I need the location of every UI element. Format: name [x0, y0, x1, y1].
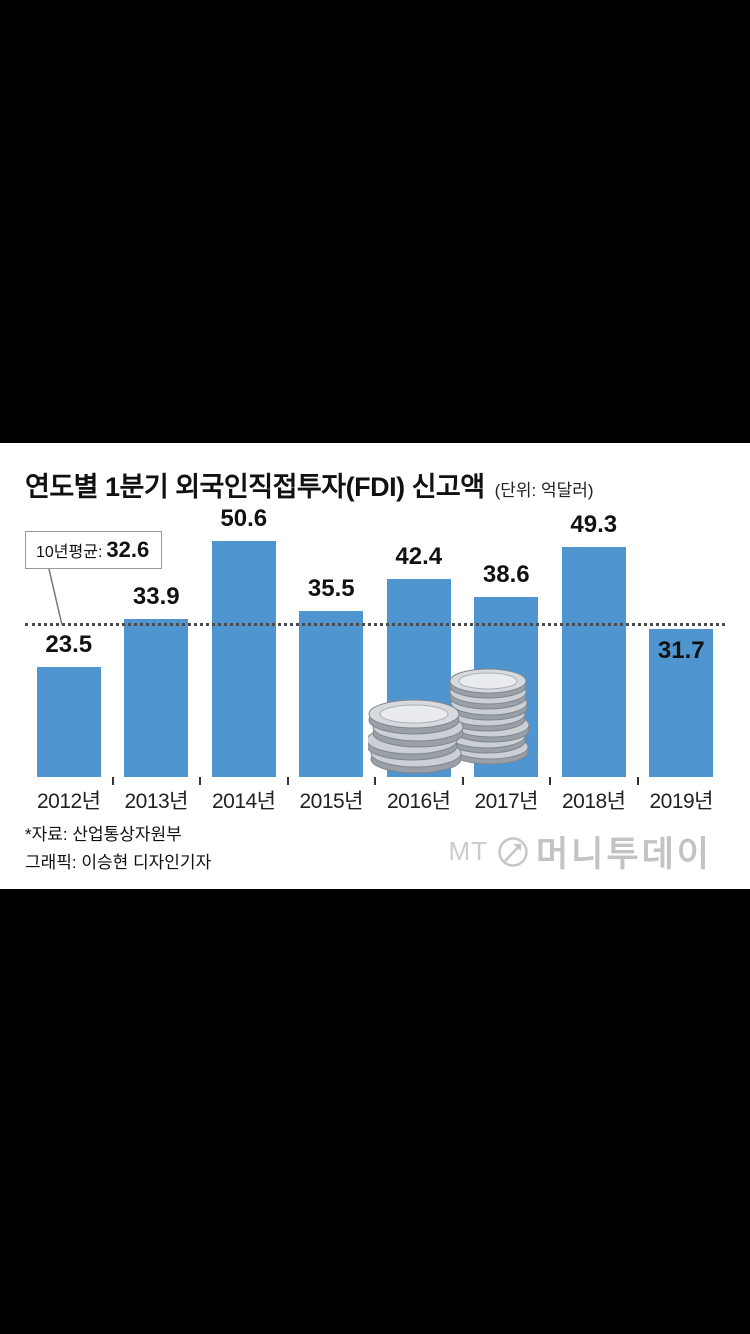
bar — [124, 618, 189, 777]
bar-value-label: 50.6 — [220, 505, 268, 532]
infographic-panel: 연도별 1분기 외국인직접투자(FDI) 신고액 (단위: 억달러) 10년평균… — [0, 443, 750, 889]
bar-value-label: 38.6 — [482, 560, 530, 588]
mt-logo: MT 머니투데이 — [448, 826, 712, 877]
source-note: *자료: 산업통상자원부 — [25, 825, 182, 844]
axis-tick — [111, 777, 114, 785]
x-tick-label: 2018년 — [561, 790, 626, 813]
bar-column: 35.5 — [288, 541, 376, 777]
bar-column: 33.9 — [113, 541, 201, 777]
bar-value-label: 23.5 — [45, 631, 93, 659]
chart-unit-label: (단위: 억달러) — [494, 481, 594, 500]
axis-tick — [374, 777, 376, 785]
plot-area: 23.5 33.9 50.6 35.5 42.4 38.6 49.3 31.7 — [25, 505, 726, 777]
x-tick-label: 2012년 — [36, 790, 101, 813]
bar — [211, 541, 276, 777]
chart-header: 연도별 1분기 외국인직접투자(FDI) 신고액 (단위: 억달러) — [25, 465, 594, 504]
bar-value-label: 42.4 — [395, 543, 443, 571]
axis-tick — [199, 777, 201, 785]
axis-tick — [461, 777, 464, 785]
bar-column: 49.3 — [550, 511, 638, 777]
axis-tick — [286, 777, 289, 785]
mt-logo-letters: MT — [448, 836, 488, 866]
bar-value-label: 35.5 — [307, 575, 355, 603]
average-label: 10년평균: — [36, 544, 103, 561]
credit-note: 그래픽: 이승현 디자인기자 — [25, 853, 212, 872]
bar-column: 31.7 — [638, 541, 726, 777]
bar-value-label: 49.3 — [570, 511, 618, 539]
average-value: 32.6 — [106, 537, 150, 562]
bar — [36, 667, 101, 777]
x-tick-label: 2017년 — [474, 790, 539, 813]
bar — [299, 611, 364, 777]
coins-illustration — [368, 668, 530, 774]
x-tick-label: 2015년 — [299, 790, 364, 813]
bar-column: 23.5 — [25, 541, 113, 777]
x-tick-label: 2014년 — [211, 790, 276, 813]
mt-logo-name: 머니투데이 — [535, 835, 712, 874]
axis-tick — [549, 777, 551, 785]
bar — [649, 629, 714, 777]
x-tick-label: 2013년 — [124, 790, 189, 813]
average-line — [25, 622, 725, 626]
bar — [561, 547, 626, 777]
x-tick-label: 2019년 — [649, 790, 714, 813]
average-callout-box: 10년평균: 32.6 — [25, 531, 163, 569]
mt-logo-circle-icon — [498, 836, 528, 867]
x-tick-label: 2016년 — [386, 790, 451, 813]
bar-value-label: 31.7 — [657, 637, 705, 665]
callout-leader-line — [48, 569, 63, 626]
chart-title: 연도별 1분기 외국인직접투자(FDI) 신고액 — [25, 472, 485, 502]
x-axis-labels: 2012년 2013년 2014년 2015년 2016년 2017년 2018년 2019년 — [25, 785, 725, 815]
axis-tick — [636, 777, 639, 785]
bar-value-label: 33.9 — [132, 582, 180, 610]
bar-column: 50.6 — [200, 505, 288, 777]
